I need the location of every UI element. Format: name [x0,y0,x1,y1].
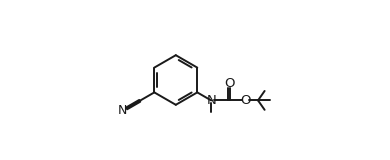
Text: O: O [240,94,251,107]
Text: N: N [118,104,128,117]
Text: O: O [224,77,234,90]
Text: N: N [206,94,216,107]
